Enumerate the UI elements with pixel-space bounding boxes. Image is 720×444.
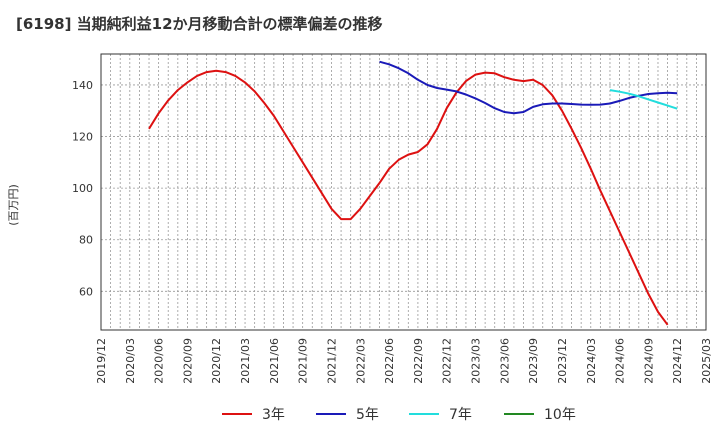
y-tick-label: 80 — [79, 234, 93, 247]
x-tick-label: 2020/12 — [210, 338, 223, 384]
x-tick-label: 2021/12 — [325, 338, 338, 384]
legend: 3年 5年 7年 10年 — [222, 407, 576, 423]
y-tick-label: 60 — [79, 285, 93, 298]
x-tick-label: 2022/06 — [383, 338, 396, 384]
x-tick-label: 2024/06 — [614, 338, 627, 384]
y-tick-label: 140 — [72, 79, 93, 92]
legend-label-3: 7年 — [449, 407, 472, 423]
legend-label-2: 5年 — [356, 407, 379, 423]
x-tick-label: 2020/09 — [181, 338, 194, 384]
x-tick-label: 2021/09 — [297, 338, 310, 384]
x-tick-label: 2023/12 — [556, 338, 569, 384]
x-tick-label: 2022/03 — [354, 338, 367, 384]
legend-label-1: 3年 — [262, 407, 285, 423]
plot-frame — [100, 53, 707, 331]
y-tick-labels: 60 80 100 120 140 — [72, 79, 93, 298]
legend-label-4: 10年 — [544, 407, 576, 423]
series-line-3 — [609, 89, 678, 110]
x-tick-label: 2023/06 — [498, 338, 511, 384]
y-tick-label: 100 — [72, 182, 93, 195]
chart-title: [6198] 当期純利益12か月移動合計の標準偏差の推移 — [16, 15, 383, 33]
x-tick-labels: 2019/12 2020/03 2020/06 2020/09 2020/12 2021/… — [95, 338, 713, 384]
series-line-2 — [379, 60, 678, 115]
x-tick-label: 2022/12 — [441, 338, 454, 384]
x-tick-label: 2020/06 — [153, 338, 166, 384]
x-tick-label: 2024/03 — [585, 338, 598, 384]
x-tick-label: 2021/06 — [268, 338, 281, 384]
x-tick-label: 2022/09 — [412, 338, 425, 384]
x-tick-label: 2024/09 — [642, 338, 655, 384]
x-tick-label: 2023/03 — [470, 338, 483, 384]
x-tick-label: 2021/03 — [239, 338, 252, 384]
x-tick-label: 2024/12 — [671, 338, 684, 384]
series-line-1 — [148, 69, 669, 326]
series-layer — [148, 60, 678, 326]
grid-layer — [100, 54, 707, 330]
y-axis-label: (百万円) — [7, 184, 20, 226]
x-tick-label: 2019/12 — [95, 338, 108, 384]
x-tick-label: 2025/03 — [700, 338, 713, 384]
y-tick-label: 120 — [72, 131, 93, 144]
x-tick-label: 2023/09 — [527, 338, 540, 384]
x-tick-label: 2020/03 — [124, 338, 137, 384]
